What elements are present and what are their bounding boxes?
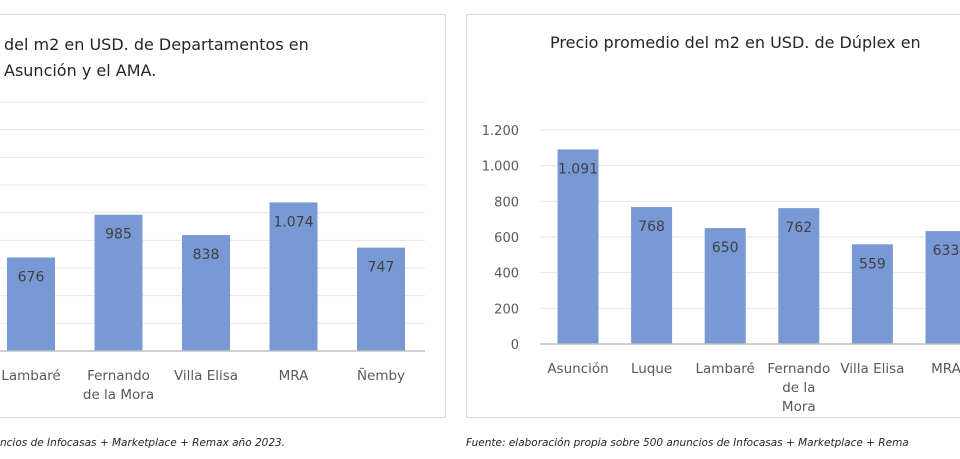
data-label: 1.074: [273, 214, 313, 230]
data-label: 838: [193, 247, 220, 263]
bar: [631, 207, 673, 344]
data-label: 676: [18, 269, 45, 285]
chart-title-line: Asunción y el AMA.: [4, 61, 156, 80]
bar: [925, 231, 960, 344]
y-tick-label: 1.000: [482, 160, 519, 175]
source-note-duplex: Fuente: elaboración propia sobre 500 anu…: [466, 437, 909, 449]
bar: [851, 244, 893, 344]
source-note-departamentos: ncios de Infocasas + Marketplace + Remax…: [0, 437, 286, 449]
chart-duplex: Precio promedio del m2 en USD. de Dúplex…: [482, 33, 960, 415]
category-label: Villa Elisa: [840, 361, 904, 377]
chart-duplex-panel: Precio promedio del m2 en USD. de Dúplex…: [466, 14, 960, 418]
category-label: Luque: [631, 361, 672, 377]
data-label: 650: [712, 240, 739, 256]
chart-title-line: del m2 en USD. de Departamentos en: [4, 35, 309, 54]
category-label: Fernando: [767, 361, 830, 377]
data-label: 762: [785, 220, 812, 236]
category-label: Lambaré: [1, 368, 60, 384]
bar: [704, 228, 746, 344]
bar: [182, 235, 230, 351]
bar: [778, 208, 820, 344]
data-label: 559: [859, 256, 886, 272]
y-tick-label: 600: [494, 231, 519, 246]
y-tick-label: 1.200: [482, 124, 519, 139]
category-label: Mora: [782, 399, 816, 415]
category-label: Fernando: [87, 368, 150, 384]
y-tick-label: 400: [494, 267, 519, 282]
y-tick-label: 0: [511, 338, 519, 353]
category-label: Lambaré: [696, 361, 755, 377]
data-label: 633: [933, 243, 960, 259]
bar: [557, 149, 599, 344]
category-label: MRA: [931, 361, 960, 377]
data-label: 1.091: [558, 161, 598, 177]
bar: [269, 202, 318, 351]
category-label: de la Mora: [83, 387, 154, 403]
chart-departamentos-panel: del m2 en USD. de Departamentos en Asunci…: [0, 14, 446, 418]
category-label: Ñemby: [357, 367, 405, 384]
data-label: 747: [368, 260, 395, 276]
category-label: Asunción: [547, 361, 608, 377]
chart-title-line: Precio promedio del m2 en USD. de Dúplex…: [550, 33, 921, 52]
category-label: de la: [782, 380, 815, 396]
y-tick-label: 800: [494, 195, 519, 210]
bar: [7, 257, 55, 351]
category-label: MRA: [279, 368, 309, 384]
chart-departamentos: del m2 en USD. de Departamentos en Asunci…: [0, 35, 425, 403]
data-label: 768: [638, 219, 665, 235]
bar: [94, 214, 143, 351]
y-tick-label: 200: [494, 302, 519, 317]
data-label: 985: [105, 227, 132, 243]
bar: [357, 247, 405, 351]
category-label: Villa Elisa: [174, 368, 238, 384]
